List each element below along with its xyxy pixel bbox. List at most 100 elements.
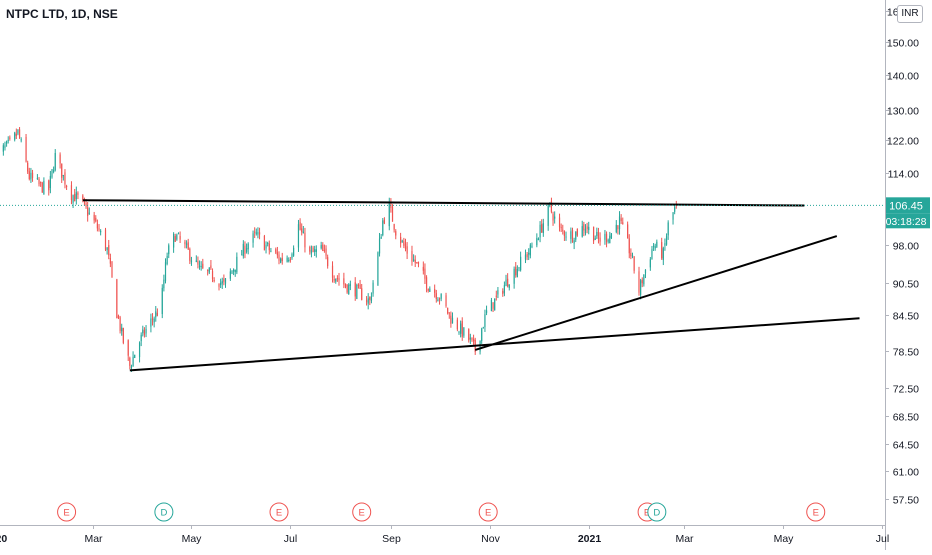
candle-body (48, 180, 50, 191)
candle-body (586, 226, 588, 230)
candle-body (174, 236, 176, 242)
candle-body (150, 318, 152, 327)
candle-body (349, 284, 351, 286)
candle-body (395, 231, 397, 236)
candle-body (163, 279, 165, 289)
candle-body (108, 245, 110, 256)
candle-body (604, 233, 606, 240)
candle-body (605, 233, 608, 242)
candle-body (241, 254, 243, 256)
candle-body (541, 224, 543, 233)
candle-body (331, 265, 334, 278)
candle-body (536, 238, 538, 246)
candle-body (554, 216, 556, 219)
candle-body (471, 337, 473, 340)
candle-body (552, 214, 554, 221)
earnings-marker[interactable] (57, 502, 77, 522)
candle-body (263, 236, 266, 251)
candle-body (388, 202, 390, 227)
candle-body (104, 229, 107, 250)
candle-body (100, 230, 102, 233)
candle-body (27, 162, 29, 172)
candle-body (17, 129, 19, 134)
earnings-marker[interactable] (352, 502, 372, 522)
candle-body (628, 238, 630, 254)
candle-body (327, 257, 329, 267)
candle-body (583, 224, 585, 231)
candle-body (468, 329, 470, 341)
candle-body (416, 262, 418, 264)
candle-body (189, 248, 191, 261)
candle-body (448, 312, 450, 314)
candle-body (562, 229, 564, 231)
candle-body (229, 271, 231, 279)
candle-body (638, 271, 640, 293)
candle-body (495, 295, 497, 297)
currency-badge[interactable]: INR (897, 5, 923, 23)
dividend-marker[interactable] (647, 502, 667, 522)
time-tick-label: Jul (876, 533, 889, 545)
candle-body (393, 224, 395, 230)
candle-body (211, 271, 214, 279)
candle-body (357, 284, 360, 286)
candle-body (378, 238, 381, 254)
candle-body (116, 279, 118, 319)
candle-body (563, 231, 565, 237)
candle-body (30, 172, 32, 180)
candle-body (88, 212, 90, 214)
candle-body (414, 259, 416, 263)
candle-body (267, 242, 269, 244)
candle-body (233, 269, 235, 272)
candle-body (494, 298, 496, 311)
earnings-marker[interactable] (478, 502, 498, 522)
price-tick-label: 130.00 (887, 106, 919, 118)
candle-body (87, 207, 89, 216)
candle-body (596, 232, 598, 236)
candle-body (343, 278, 345, 285)
candle-body (401, 240, 403, 242)
candle-body (588, 226, 590, 231)
dividend-marker[interactable] (154, 502, 174, 522)
candle-body (220, 282, 222, 286)
candle-body (526, 253, 528, 258)
candle-body (252, 233, 254, 243)
candle-body (571, 229, 574, 242)
price-tick-label: 114.00 (888, 169, 919, 181)
candle-body (140, 334, 142, 342)
candle-body (417, 261, 420, 265)
earnings-marker[interactable] (806, 502, 826, 522)
candle-body (132, 356, 134, 367)
candle-body (584, 228, 587, 234)
candle-body (258, 232, 261, 235)
candle-body (631, 255, 634, 257)
candle-body (502, 290, 504, 294)
trendlines[interactable] (82, 199, 860, 372)
candle-body (348, 284, 350, 295)
candle-body (599, 237, 601, 242)
earnings-marker[interactable] (269, 502, 289, 522)
candle-body (335, 278, 337, 282)
candle-body (177, 233, 180, 235)
time-tick-label: Jul (284, 533, 297, 545)
candlestick-series (2, 127, 677, 373)
candle-body (438, 298, 441, 300)
candle-body (528, 252, 530, 255)
candle-body (404, 243, 407, 249)
candle-body (4, 145, 6, 148)
candle-body (654, 246, 656, 249)
time-tick-label: 2020 (0, 533, 7, 545)
candle-body (456, 319, 458, 330)
candle-body (280, 258, 282, 263)
candle-body (406, 246, 408, 254)
time-tick-label: Nov (481, 533, 500, 545)
event-marker-label: D (653, 508, 660, 519)
trendline[interactable] (474, 235, 838, 351)
countdown-badge (886, 213, 930, 229)
price-tick-label: 78.50 (893, 347, 919, 359)
trendline[interactable] (82, 199, 805, 207)
candle-body (627, 224, 629, 239)
